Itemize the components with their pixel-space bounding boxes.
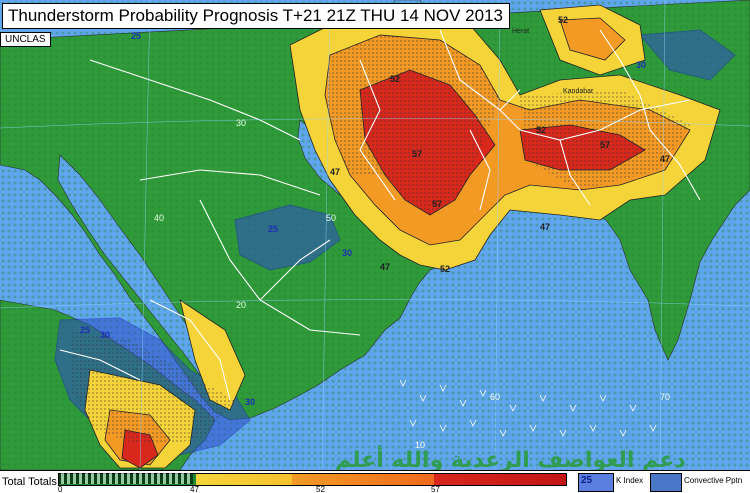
k-index-label: 25: [131, 31, 142, 41]
legend-bar: Total Totals 0 47 52 57 25 K Index Conve…: [0, 470, 750, 493]
colorbar-tick: 47: [190, 485, 199, 493]
lon-label-60: 60: [490, 392, 501, 402]
lat-label-20: 20: [236, 300, 247, 310]
city-herat: Herat: [512, 28, 530, 35]
total-totals-label: 57: [412, 149, 423, 159]
k-index-swatch-value: 25: [581, 475, 593, 486]
k-index-label: 30: [636, 60, 647, 70]
k-index-label: 30: [245, 397, 256, 407]
classification-label: UNCLAS: [0, 32, 51, 47]
k-index-label: 25: [268, 224, 279, 234]
k-index-label: 30: [342, 248, 353, 258]
k-index-swatch: [578, 473, 614, 492]
k-index-legend-label: K Index: [616, 476, 644, 485]
lon-label-70: 70: [660, 392, 671, 402]
convective-pptn-legend-label: Convective Pptn: [684, 476, 743, 485]
colorbar-checker: [58, 473, 193, 484]
total-totals-label: 52: [390, 74, 401, 84]
lon-label-40: 40: [154, 213, 165, 223]
city-kandahar: Kandahar: [563, 88, 594, 95]
chart-title: Thunderstorm Probability Prognosis T+21 …: [2, 3, 510, 29]
watermark-text: دعم العواصف الرعدية والله أعلم: [335, 448, 686, 473]
map-canvas: [0, 0, 750, 470]
colorbar-tick: 0: [58, 485, 63, 493]
total-totals-legend-label: Total Totals: [2, 476, 57, 488]
lon-label-50: 50: [326, 213, 337, 223]
total-totals-label: 47: [380, 262, 391, 272]
colorbar-tick: 57: [431, 485, 440, 493]
lat-label-10: 10: [415, 440, 426, 450]
total-totals-label: 47: [330, 167, 341, 177]
colorbar-tick: 52: [316, 485, 325, 493]
borders: [59, 29, 701, 401]
graticule: [0, 0, 750, 470]
total-totals-label: 47: [660, 154, 671, 164]
k-index-label: 25: [80, 325, 91, 335]
convective-pptn-swatch: [650, 473, 682, 492]
total-totals-label: 52: [558, 15, 569, 25]
convective-pptn: [70, 35, 690, 445]
lat-label-30: 30: [236, 118, 247, 128]
rain-symbols: [399, 379, 657, 437]
total-totals-label: 52: [536, 125, 547, 135]
total-totals-label: 57: [600, 140, 611, 150]
k-index-label: 30: [100, 330, 111, 340]
total-totals-label: 57: [432, 199, 443, 209]
total-totals-label: 47: [540, 222, 551, 232]
total-totals-label: 52: [440, 264, 451, 274]
